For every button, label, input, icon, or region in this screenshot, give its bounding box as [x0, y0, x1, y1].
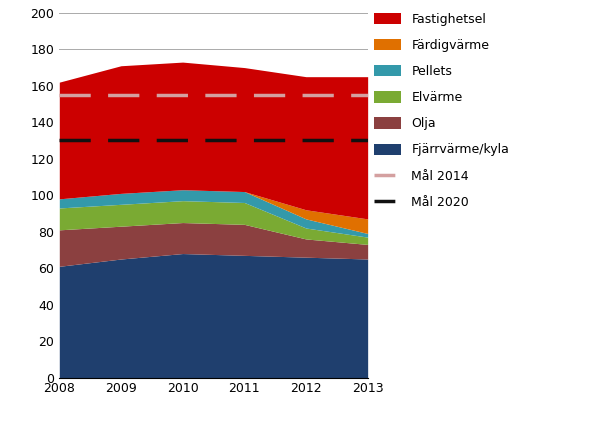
Legend: Fastighetsel, Färdigvärme, Pellets, Elvärme, Olja, Fjärrvärme/kyla, Mål 2014, Må: Fastighetsel, Färdigvärme, Pellets, Elvä…	[374, 13, 509, 209]
